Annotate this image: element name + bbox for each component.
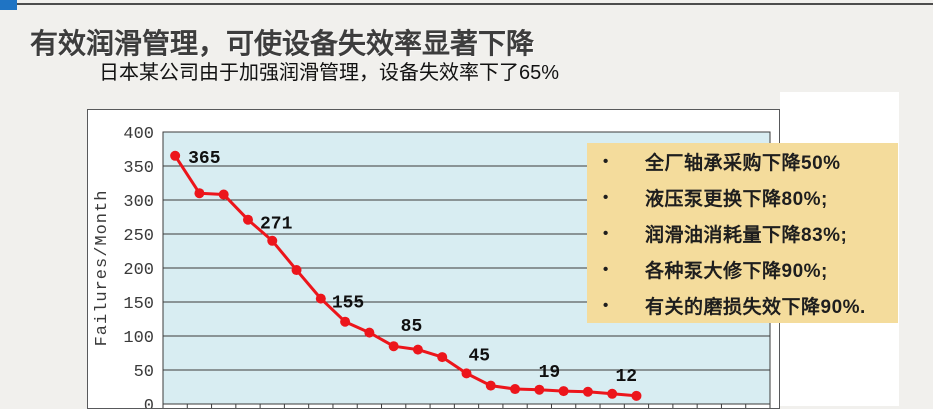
page-title: 有效润滑管理，可使设备失效率显著下降 <box>30 28 535 59</box>
svg-text:12: 12 <box>615 367 637 387</box>
bullet-icon: • <box>603 188 609 206</box>
callout-item: • 液压泵更换下降80%; <box>587 179 898 215</box>
callout-item: • 润滑油消耗量下降83%; <box>587 215 898 251</box>
svg-text:Failures/Month: Failures/Month <box>93 190 112 347</box>
callout-list: • 全厂轴承采购下降50% • 液压泵更换下降80%; • 润滑油消耗量下降83… <box>587 143 898 323</box>
callout-item-text: 有关的磨损失效下降90%. <box>645 296 866 318</box>
accent-square <box>0 0 17 10</box>
svg-text:271: 271 <box>260 215 293 235</box>
callout-item-text: 润滑油消耗量下降83%; <box>645 224 848 246</box>
callout-item: • 全厂轴承采购下降50% <box>587 143 898 179</box>
svg-text:400: 400 <box>123 125 154 144</box>
callout-item: • 各种泵大修下降90%; <box>587 251 898 287</box>
svg-text:50: 50 <box>134 363 154 382</box>
page-subtitle: 日本某公司由于加强润滑管理，设备失效率下了65% <box>99 62 560 84</box>
callout-item-text: 液压泵更换下降80%; <box>645 188 828 210</box>
callout-item: • 有关的磨损失效下降90%. <box>587 287 898 323</box>
callout-item-text: 各种泵大修下降90%; <box>645 260 828 282</box>
svg-text:300: 300 <box>123 193 154 212</box>
top-rule <box>0 3 933 5</box>
bullet-icon: • <box>603 224 609 242</box>
bullet-icon: • <box>603 296 609 314</box>
svg-text:350: 350 <box>123 159 154 178</box>
callout-item-text: 全厂轴承采购下降50% <box>645 152 841 174</box>
svg-text:45: 45 <box>469 346 491 366</box>
svg-text:200: 200 <box>123 261 154 280</box>
svg-text:0: 0 <box>144 397 154 408</box>
bullet-icon: • <box>603 260 609 278</box>
bullet-icon: • <box>603 152 609 170</box>
callout-box: • 全厂轴承采购下降50% • 液压泵更换下降80%; • 润滑油消耗量下降83… <box>587 143 898 323</box>
svg-text:250: 250 <box>123 227 154 246</box>
svg-text:365: 365 <box>188 149 220 169</box>
svg-text:155: 155 <box>332 294 364 314</box>
svg-text:150: 150 <box>123 295 154 314</box>
svg-text:19: 19 <box>539 363 561 383</box>
svg-text:85: 85 <box>401 317 423 337</box>
svg-text:100: 100 <box>123 329 154 348</box>
